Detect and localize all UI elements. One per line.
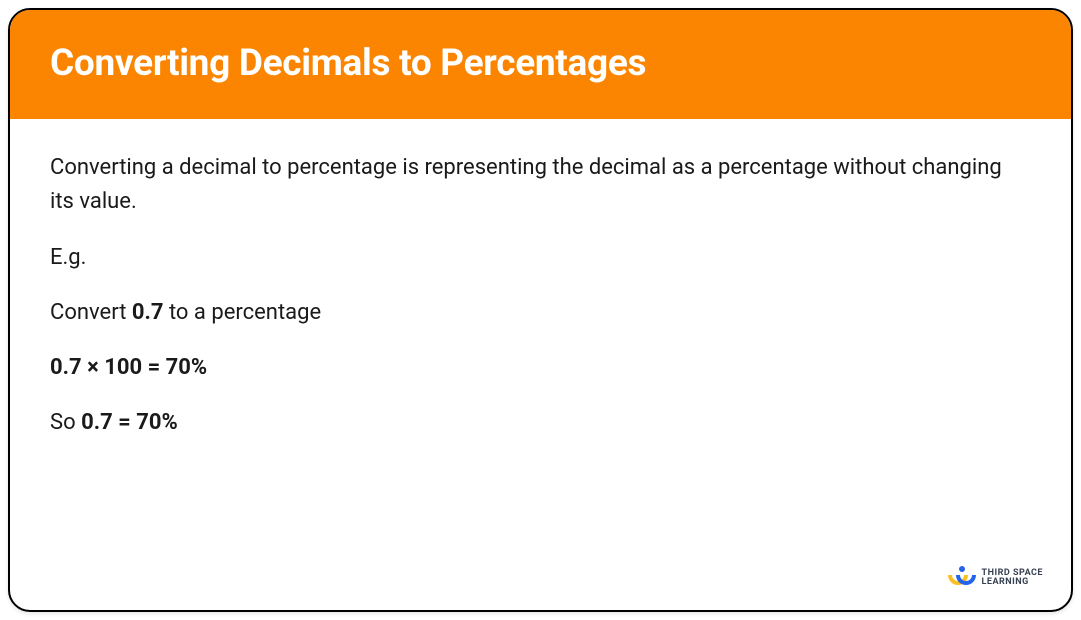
intro-text: Converting a decimal to percentage is re… [50, 151, 1031, 219]
convert-suffix: to a percentage [163, 300, 321, 325]
logo-line2: LEARNING [982, 578, 1043, 587]
brand-logo: THIRD SPACE LEARNING [948, 566, 1043, 590]
example-label: E.g. [50, 245, 1031, 270]
convert-prefix: Convert [50, 300, 132, 325]
logo-dot [959, 566, 965, 572]
logo-icon [948, 566, 976, 590]
lesson-card: Converting Decimals to Percentages Conve… [8, 8, 1073, 612]
card-header: Converting Decimals to Percentages [10, 10, 1071, 119]
result-line: So 0.7 = 70% [50, 410, 1031, 435]
calculation-line: 0.7 × 100 = 70% [50, 355, 1031, 380]
so-result: 0.7 = 70% [81, 410, 178, 435]
convert-instruction: Convert 0.7 to a percentage [50, 300, 1031, 325]
logo-text: THIRD SPACE LEARNING [982, 569, 1043, 588]
card-title: Converting Decimals to Percentages [50, 42, 1031, 85]
card-content: Converting a decimal to percentage is re… [10, 119, 1071, 467]
convert-value: 0.7 [132, 300, 164, 325]
so-prefix: So [50, 410, 81, 435]
